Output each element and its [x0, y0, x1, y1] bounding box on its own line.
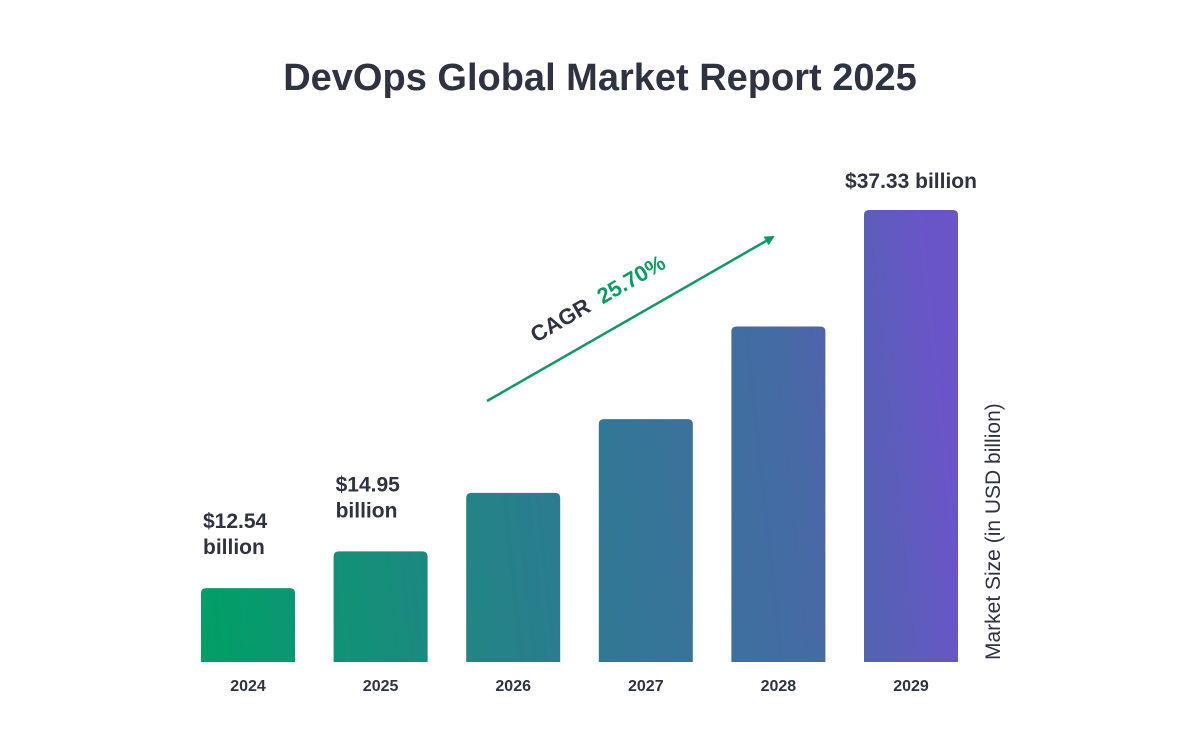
bar-2028 — [731, 326, 826, 662]
bar-2029 — [864, 210, 958, 662]
cagr-annotation: CAGR 25.70% — [526, 250, 670, 347]
x-tick-label: 2028 — [761, 678, 797, 695]
bar-2024 — [201, 588, 295, 662]
bar-2025 — [333, 551, 428, 662]
bar-2026 — [466, 492, 561, 662]
data-label: $37.33 billion — [845, 170, 977, 193]
y-axis-label: Market Size (in USD billion) — [982, 403, 1005, 660]
cagr-value: 25.70% — [593, 250, 670, 309]
x-tick-label: 2024 — [230, 678, 266, 695]
data-label: $12.54 billion — [203, 510, 268, 559]
x-tick-label: 2025 — [363, 678, 399, 695]
bar-2027 — [598, 419, 693, 662]
data-label: $14.95 billion — [336, 473, 401, 522]
x-tick-label: 2029 — [893, 678, 929, 695]
x-tick-label: 2027 — [628, 678, 664, 695]
cagr-prefix: CAGR — [526, 293, 595, 347]
cagr-arrow — [486, 235, 775, 403]
chart-title: DevOps Global Market Report 2025 — [283, 57, 917, 99]
x-tick-label: 2026 — [495, 678, 531, 695]
